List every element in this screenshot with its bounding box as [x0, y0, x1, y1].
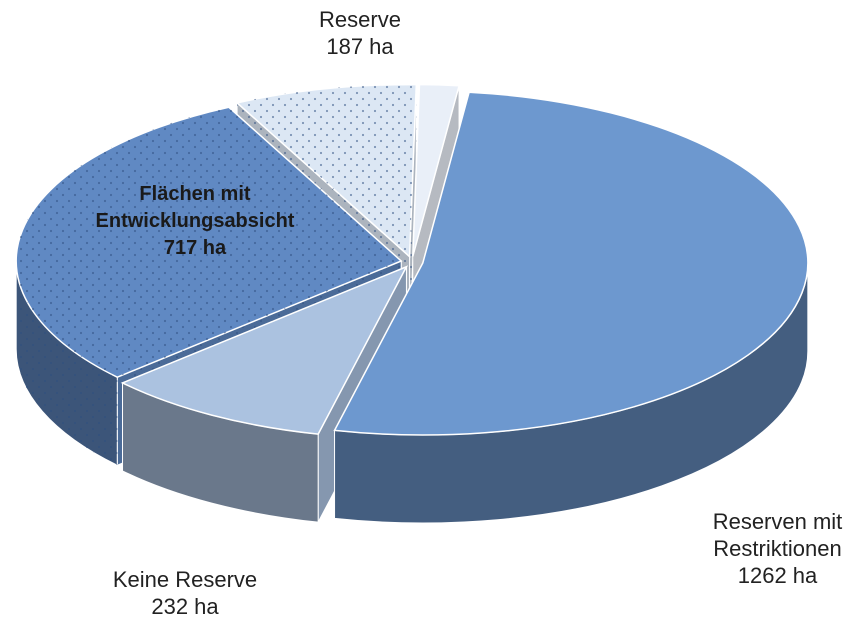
slice-dots	[409, 84, 417, 345]
slice-dots	[237, 84, 417, 257]
category-name: Reserve	[319, 7, 401, 32]
category-name: Reserven mit Restriktionen	[712, 509, 843, 561]
slice-label: Reserven mit Restriktionen 1262 ha	[690, 508, 865, 589]
slice-label: Flächen mit Entwicklungsabsicht 717 ha	[40, 181, 350, 262]
slice-dots	[16, 107, 402, 378]
value-label: 717 ha	[163, 237, 227, 259]
slice	[120, 265, 409, 435]
slice-label: Keine Reserve 232 ha	[70, 566, 300, 620]
slice	[412, 83, 461, 257]
value-label: 187 ha	[326, 34, 394, 59]
slice	[333, 91, 809, 436]
value-label: 232 ha	[151, 594, 219, 619]
slice-label: Reserve 187 ha	[260, 6, 460, 60]
value-label: 1262 ha	[737, 563, 818, 588]
category-name: Keine Reserve	[112, 567, 258, 592]
category-name: Flächen mit Entwicklungsabsicht	[95, 183, 295, 232]
slice-dots	[16, 261, 118, 466]
